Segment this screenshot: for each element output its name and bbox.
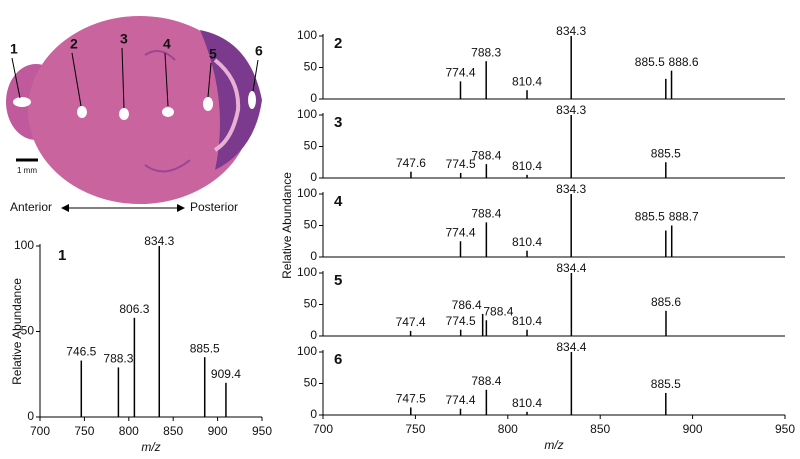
- peak-label: 746.5: [66, 345, 96, 359]
- peak-label: 788.4: [471, 148, 501, 162]
- x-tick-label: 900: [208, 424, 228, 438]
- spot-label: 5: [209, 46, 217, 62]
- peak-label: 834.3: [144, 234, 174, 248]
- peak-label: 806.3: [119, 302, 149, 316]
- peak-label: 774.5: [446, 314, 476, 328]
- peak-label: 774.4: [445, 393, 475, 407]
- peak-label: 786.4: [452, 298, 482, 312]
- tissue-image: 1 2 3 4 5 6 1 mm Anterior Posterior: [6, 16, 263, 214]
- panel-label: 4: [334, 193, 343, 210]
- peak-label: 885.6: [651, 295, 681, 309]
- x-tick-label: 800: [498, 422, 518, 436]
- y-tick-label: 100: [297, 265, 317, 279]
- x-tick-label: 800: [119, 424, 139, 438]
- x-tick-label: 700: [313, 422, 333, 436]
- peak-label: 888.6: [669, 55, 699, 69]
- y-tick-label: 100: [297, 344, 317, 358]
- y-tick-label: 50: [304, 60, 318, 74]
- peak-label: 810.4: [512, 159, 542, 173]
- x-axis-label: m/z: [544, 438, 563, 452]
- spot-label: 6: [255, 43, 263, 59]
- peak-label: 834.3: [556, 182, 586, 196]
- peak-label: 810.4: [512, 235, 542, 249]
- x-tick-label: 900: [683, 422, 703, 436]
- y-tick-label: 100: [14, 238, 34, 252]
- peak-label: 747.6: [396, 156, 426, 170]
- spot-label: 2: [70, 36, 78, 52]
- y-tick-label: 0: [310, 249, 317, 263]
- y-tick-label: 50: [304, 376, 318, 390]
- peak-label: 774.5: [446, 157, 476, 171]
- y-tick-label: 0: [310, 170, 317, 184]
- y-tick-label: 0: [310, 91, 317, 105]
- panel-label: 2: [334, 35, 342, 52]
- peak-label: 885.5: [651, 377, 681, 391]
- peak-label: 774.4: [445, 225, 475, 239]
- y-tick-label: 100: [297, 28, 317, 42]
- spot-label: 1: [10, 41, 18, 57]
- peak-label: 747.4: [396, 315, 426, 329]
- x-tick-label: 700: [30, 424, 50, 438]
- peak-label: 834.3: [556, 103, 586, 117]
- peak-label: 788.4: [471, 374, 501, 388]
- y-axis-label: Relative Abundance: [280, 172, 294, 279]
- peak-label: 788.4: [471, 207, 501, 221]
- peak-label: 810.4: [512, 396, 542, 410]
- peak-label: 885.5: [635, 210, 665, 224]
- spot-label: 3: [120, 31, 128, 47]
- posterior-label: Posterior: [190, 200, 238, 214]
- anterior-label: Anterior: [10, 200, 52, 214]
- y-tick-label: 100: [297, 107, 317, 121]
- peak-label: 909.4: [211, 367, 241, 381]
- peak-label: 788.3: [103, 352, 133, 366]
- peak-label: 810.4: [512, 74, 542, 88]
- x-tick-label: 850: [163, 424, 183, 438]
- x-axis-label: m/z: [141, 440, 160, 454]
- peak-label: 885.5: [190, 341, 220, 355]
- y-axis-label: Relative Abundance: [10, 278, 24, 385]
- y-tick-label: 0: [310, 328, 317, 342]
- x-tick-label: 750: [74, 424, 94, 438]
- panel-label: 3: [334, 114, 342, 131]
- peak-label: 834.4: [556, 261, 586, 275]
- x-tick-label: 950: [775, 422, 795, 436]
- spot-label: 4: [163, 36, 171, 52]
- peak-label: 834.3: [556, 24, 586, 38]
- peak-label: 788.3: [471, 45, 501, 59]
- scale-bar-label: 1 mm: [17, 166, 37, 175]
- peak-label: 774.4: [445, 66, 475, 80]
- y-tick-label: 0: [27, 409, 34, 423]
- peak-label: 888.7: [669, 210, 699, 224]
- peak-label: 747.5: [396, 392, 426, 406]
- peak-label: 788.4: [483, 304, 513, 318]
- y-tick-label: 50: [304, 297, 318, 311]
- y-tick-label: 50: [304, 218, 318, 232]
- y-tick-label: 50: [21, 324, 35, 338]
- panel-label: 1: [58, 247, 66, 264]
- y-tick-label: 100: [297, 186, 317, 200]
- x-tick-label: 950: [252, 424, 272, 438]
- y-tick-label: 0: [310, 407, 317, 421]
- y-tick-label: 50: [304, 139, 318, 153]
- x-tick-label: 850: [590, 422, 610, 436]
- panel-label: 6: [334, 351, 342, 368]
- x-tick-label: 750: [405, 422, 425, 436]
- peak-label: 834.4: [556, 340, 586, 354]
- panel-label: 5: [334, 272, 342, 289]
- peak-label: 810.4: [512, 314, 542, 328]
- peak-label: 885.5: [651, 146, 681, 160]
- peak-label: 885.5: [635, 55, 665, 69]
